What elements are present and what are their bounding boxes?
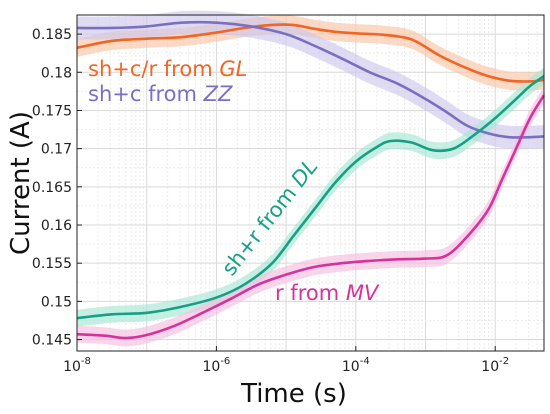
series-line-dl [76, 75, 545, 320]
series-label-gl-italic: GL [219, 57, 247, 81]
series-band-gl [77, 15, 544, 91]
series-label-gl: sh+c/r from GL [88, 57, 247, 81]
plot-frame [76, 14, 545, 352]
x-tick-exponent: -8 [81, 356, 91, 367]
y-tick-label: 0.17 [41, 142, 72, 158]
x-tick-exponent: -4 [360, 356, 370, 367]
y-axis-title: Current (A) [6, 111, 36, 255]
series-label-zz-prefix: sh+c from [88, 82, 204, 106]
series-label-mv: r from MV [275, 281, 380, 305]
series-line-zz [76, 20, 545, 139]
series-label-mv-italic: MV [346, 281, 380, 305]
x-tick-label: 10-8 [63, 356, 91, 375]
x-tick-label: 10-2 [481, 356, 509, 375]
y-tick-label: 0.15 [41, 294, 72, 310]
series-lines [76, 20, 546, 340]
x-tick-exponent: -6 [220, 356, 230, 367]
series-label-mv-prefix: r from [275, 281, 346, 305]
x-tick-base: 10 [481, 359, 499, 375]
x-tick-base: 10 [342, 359, 360, 375]
x-tick-base: 10 [202, 359, 220, 375]
series-label-zz: sh+c from ZZ [88, 82, 233, 106]
x-tick-label: 10-4 [342, 356, 370, 375]
x-tick-base: 10 [63, 359, 81, 375]
y-axis-ticks: 0.145 0.15 0.155 0.16 0.165 0.17 0.175 0.18 0.18… [32, 27, 82, 349]
y-tick-label: 0.165 [32, 180, 72, 196]
y-tick-label: 0.175 [32, 103, 72, 119]
series-line-gl [76, 23, 545, 83]
x-tick-label: 10-6 [202, 356, 230, 375]
series-line-mv [76, 94, 546, 340]
x-axis-ticks: 10-8 10-6 10-4 10-2 [63, 346, 509, 375]
y-tick-label: 0.155 [32, 256, 72, 272]
y-tick-label: 0.18 [41, 65, 72, 81]
plot-area [76, 10, 546, 352]
series-label-zz-italic: ZZ [203, 82, 233, 106]
y-tick-label: 0.16 [41, 218, 72, 234]
y-tick-label: 0.185 [32, 27, 72, 43]
x-tick-exponent: -2 [499, 356, 509, 367]
x-axis-title: Time (s) [240, 379, 347, 409]
series-label-gl-prefix: sh+c/r from [88, 57, 219, 81]
y-tick-label: 0.145 [32, 333, 72, 349]
